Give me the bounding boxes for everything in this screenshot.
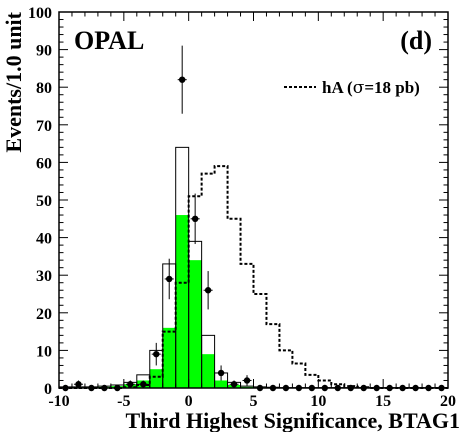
green-bar [214,380,228,388]
data-point [191,215,199,222]
x-tick-label: -5 [117,393,130,410]
data-point [140,381,147,388]
green-bar [201,354,215,388]
x-tick-label: 0 [185,393,193,410]
y-tick-label: 80 [36,80,52,97]
y-tick-label: 70 [36,118,52,135]
y-tick-label: 20 [36,306,52,323]
y-tick-label: 0 [44,381,52,398]
y-axis-label: Events/1.0 unit [1,11,26,152]
data-point [230,381,238,388]
data-point [153,350,160,358]
axis-ticks: -10 -5 0 5 10 15 20 0 10 20 30 40 50 60 70 80 90 100 [28,5,456,410]
y-tick-label: 30 [36,268,52,285]
legend-label-sigma: σ [353,78,365,98]
data-point [75,381,82,388]
x-tick-label: 20 [440,393,456,410]
legend-label: hA (σ=18 pb) [322,78,420,98]
data-point [243,377,251,384]
green-background-bars [59,215,448,388]
green-bar [149,369,163,388]
green-bar [188,260,202,388]
plot-frame [58,11,449,389]
experiment-label: OPAL [74,26,144,55]
x-tick-label: -10 [48,393,69,410]
panel-label: (d) [400,26,432,55]
green-bar [162,327,176,388]
y-tick-label: 10 [36,343,52,360]
data-point [204,287,212,294]
y-tick-label: 90 [36,43,52,60]
y-tick-label: 100 [28,5,52,22]
x-axis-label: Third Highest Significance, BTAG1 [125,408,460,432]
x-tick-label: 10 [310,393,326,410]
legend-label-suffix: =18 pb) [364,78,420,97]
y-tick-label: 40 [36,231,52,248]
y-tick-label: 60 [36,155,52,172]
signal-histogram-dotted [59,165,448,389]
data-point [217,369,225,377]
data-point [178,76,186,83]
legend-label-prefix: hA ( [322,78,353,97]
x-tick-label: 5 [250,393,258,410]
data-points [60,45,447,392]
green-bar [175,215,189,388]
data-point [166,275,173,283]
x-tick-label: 15 [375,393,391,410]
y-tick-label: 50 [36,193,52,210]
signal-step-line [59,165,448,389]
data-point [127,381,134,388]
